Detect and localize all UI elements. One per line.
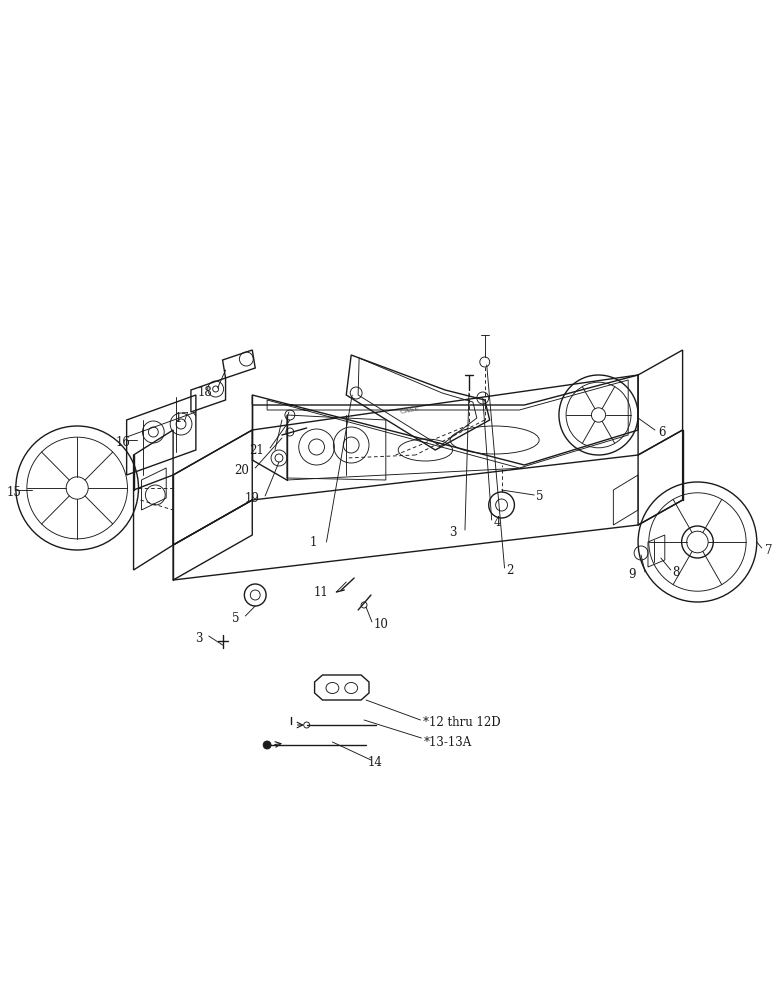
- Text: 1: 1: [310, 536, 317, 548]
- Text: 4: 4: [493, 516, 501, 528]
- Text: 11: 11: [313, 586, 328, 599]
- Text: 20: 20: [235, 464, 249, 477]
- Text: 8: 8: [672, 566, 680, 578]
- Text: *13-13A: *13-13A: [423, 736, 472, 748]
- Text: 17: 17: [175, 412, 190, 424]
- Text: 9: 9: [628, 568, 636, 580]
- Text: CASE: CASE: [400, 404, 422, 416]
- Text: 15: 15: [7, 486, 22, 498]
- Text: 7: 7: [765, 544, 772, 556]
- Text: 2: 2: [506, 564, 514, 576]
- Text: 14: 14: [368, 756, 383, 768]
- Text: 3: 3: [449, 526, 457, 538]
- Text: 6: 6: [658, 426, 665, 438]
- Text: *12 thru 12D: *12 thru 12D: [423, 716, 501, 728]
- Text: 16: 16: [116, 436, 130, 448]
- Text: 10: 10: [374, 618, 389, 632]
- Text: 5: 5: [537, 490, 543, 504]
- Text: 18: 18: [198, 385, 213, 398]
- Text: 5: 5: [232, 611, 239, 624]
- Text: 19: 19: [244, 491, 259, 504]
- Circle shape: [263, 741, 271, 749]
- Text: 21: 21: [249, 444, 264, 456]
- Text: 3: 3: [195, 632, 203, 645]
